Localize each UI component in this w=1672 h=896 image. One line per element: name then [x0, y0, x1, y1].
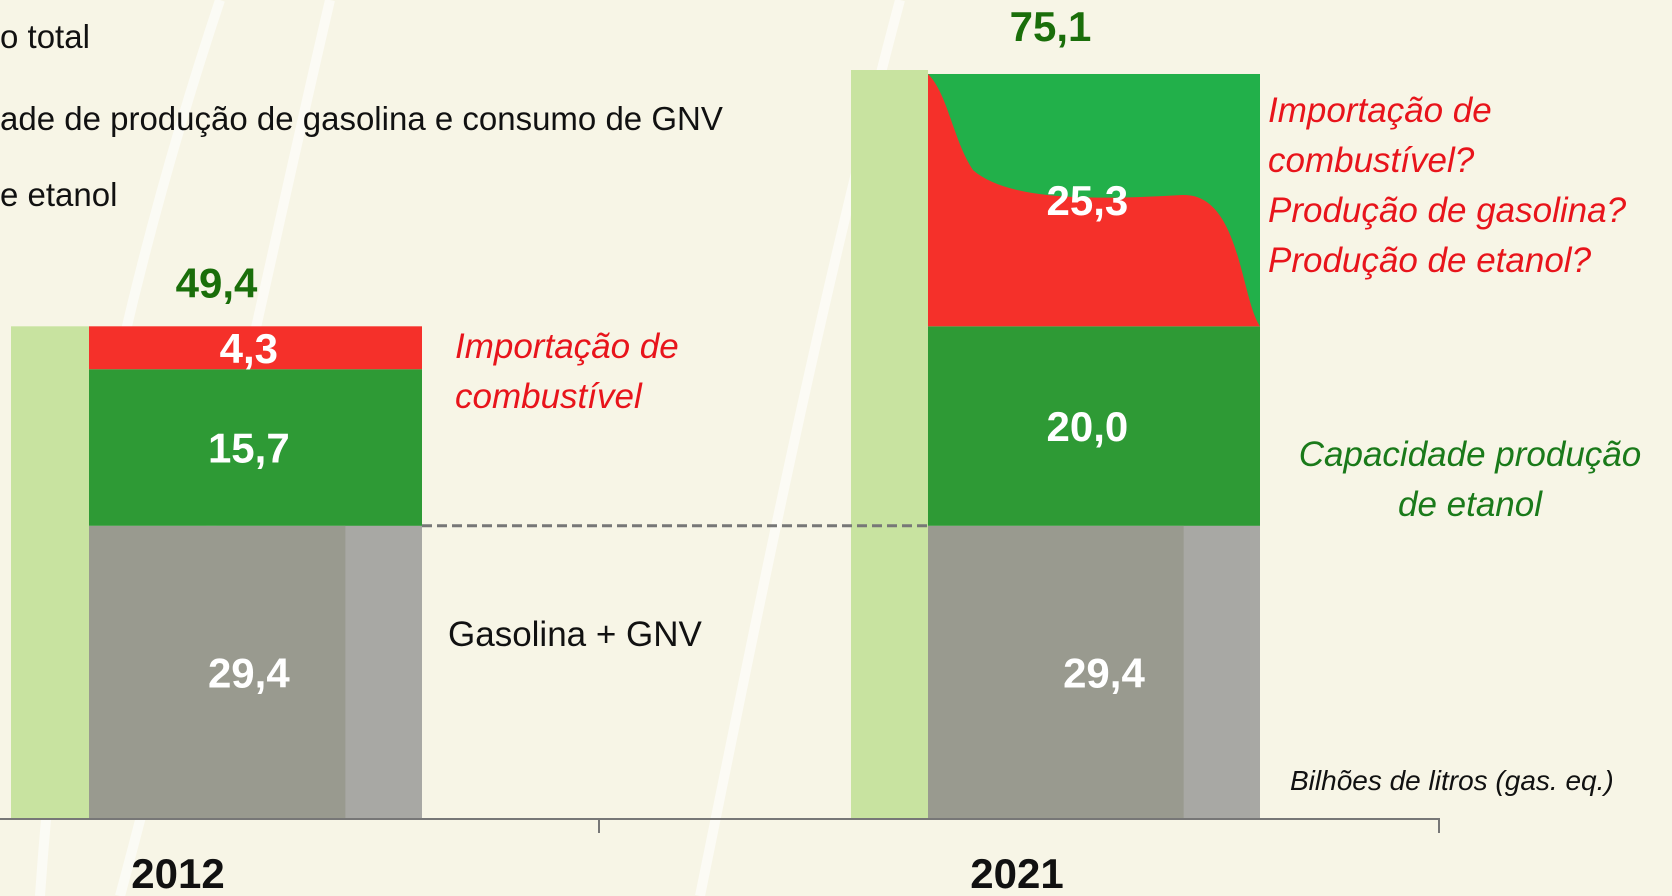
units-label: Bilhões de litros (gas. eq.)	[1290, 765, 1614, 796]
value-label: 4,3	[220, 325, 278, 372]
value-label: 15,7	[208, 425, 290, 472]
x-tick-label: 2021	[970, 850, 1063, 896]
top-line: e etanol	[0, 176, 118, 213]
question-line: Produção de gasolina?	[1268, 191, 1627, 230]
value-label: 20,0	[1046, 403, 1128, 450]
backdrop-strip	[11, 326, 89, 819]
top-line: o total	[0, 18, 90, 55]
question-line: combustível?	[1268, 141, 1475, 180]
bar-segment	[928, 326, 1260, 526]
value-label: 29,4	[208, 649, 290, 696]
total-label: 75,1	[1010, 3, 1092, 50]
question-line: Importação de	[1268, 91, 1492, 130]
bar-segment	[89, 326, 422, 370]
import-label: Importação de combustível	[455, 327, 679, 416]
ethanol-label: Capacidade produção de etanol	[1298, 435, 1642, 524]
bar-segment	[89, 369, 422, 526]
total-label: 49,4	[176, 259, 258, 306]
question-line: Produção de etanol?	[1268, 241, 1592, 280]
value-label: 29,4	[1063, 649, 1145, 696]
gas-label: Gasolina + GNV	[448, 615, 702, 654]
bar-shade	[1183, 525, 1260, 819]
bar-shade	[345, 525, 422, 819]
x-tick-label: 2012	[131, 850, 224, 896]
backdrop-strip	[851, 70, 928, 819]
wave-overlay	[928, 73, 1260, 327]
value-label: 25,3	[1046, 177, 1128, 224]
top-line: ade de produção de gasolina e consumo de…	[0, 100, 723, 137]
